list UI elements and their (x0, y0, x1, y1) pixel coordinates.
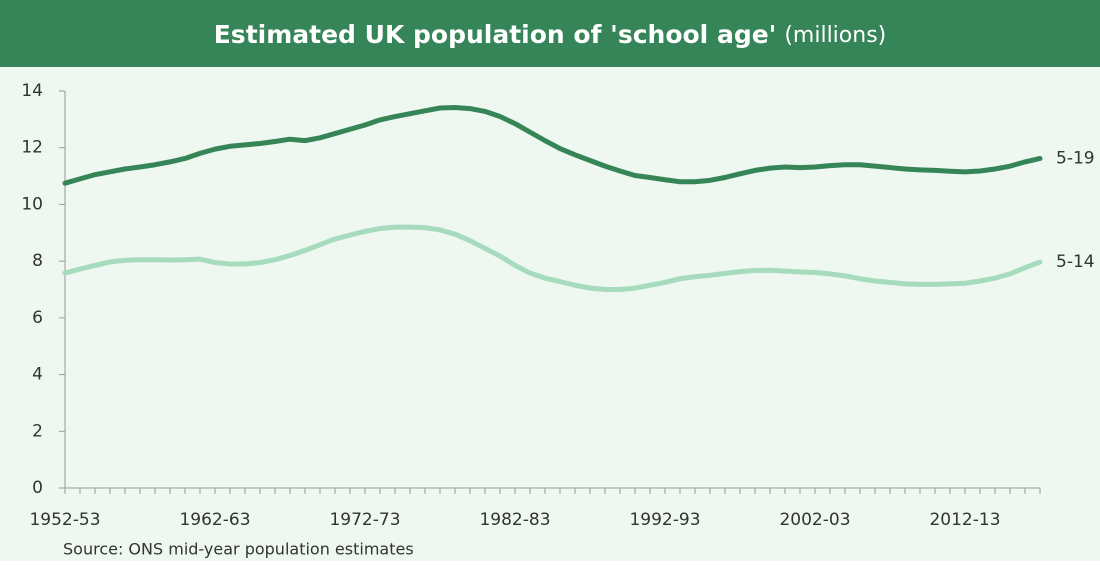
line-series (62, 224, 1043, 292)
line-series (62, 104, 1043, 186)
title-bar (0, 0, 1100, 67)
y-tick-label: 0 (32, 478, 43, 498)
x-tick-label: 1992-93 (629, 510, 700, 530)
y-tick-label: 14 (21, 81, 43, 101)
x-tick-label: 1982-83 (479, 510, 550, 530)
y-tick-label: 6 (32, 308, 43, 328)
x-tick-label: 1972-73 (329, 510, 400, 530)
x-tick-label: 1962-63 (179, 510, 250, 530)
y-tick-label: 4 (32, 365, 43, 385)
series-label: 5-19 (1056, 148, 1095, 168)
x-tick-label: 2002-03 (779, 510, 850, 530)
subtitle: (millions) (784, 23, 886, 48)
series-label: 5-14 (1056, 252, 1095, 272)
y-tick-label: 12 (21, 138, 43, 158)
title: Estimated UK population of 'school age' (214, 20, 777, 49)
x-tick-label: 2012-13 (929, 510, 1000, 530)
source: Source: ONS mid-year population estimate… (63, 540, 414, 559)
x-tick-label: 1952-53 (29, 510, 100, 530)
y-tick-label: 10 (21, 194, 43, 214)
y-tick-label: 8 (32, 251, 43, 271)
chart-title: Estimated UK population of 'school age' (… (214, 20, 887, 49)
y-tick-label: 2 (32, 421, 43, 441)
